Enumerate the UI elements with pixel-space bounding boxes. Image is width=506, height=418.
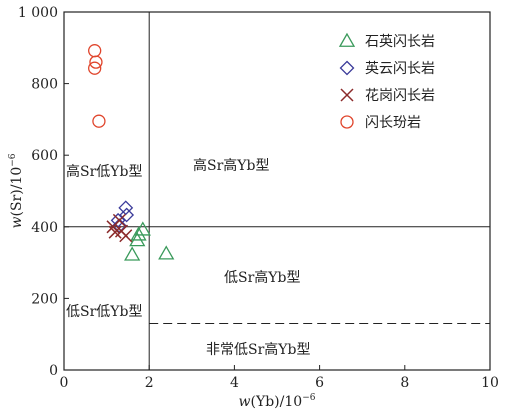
x-axis-title: w(Yb)/10−6 — [239, 393, 316, 410]
x-tick-label: 6 — [315, 375, 324, 391]
axis-ticks — [63, 11, 491, 371]
legend-marker-x — [340, 88, 354, 102]
data-point-x — [112, 213, 126, 227]
legend-label: 石英闪长岩 — [365, 33, 435, 50]
data-point-diamond — [119, 207, 135, 223]
y-tick-label: 0 — [49, 363, 58, 379]
y-axis-title: w(Sr)/10−6 — [8, 153, 25, 228]
data-points — [88, 44, 175, 261]
data-point-circle — [89, 55, 103, 69]
region-label-low-sr-high-yb: 低Sr高Yb型 — [224, 269, 301, 286]
region-label-very-low-sr-high-yb: 非常低Sr高Yb型 — [206, 341, 311, 358]
data-point-triangle — [130, 226, 147, 241]
legend-label: 英云闪长岩 — [365, 60, 435, 77]
data-point-x — [119, 229, 133, 243]
boundary-lines — [64, 12, 490, 370]
y-tick-label: 800 — [31, 77, 58, 93]
y-tick-label: 400 — [31, 220, 58, 236]
legend-marker-triangle — [338, 32, 356, 47]
region-label-high-sr-high-yb: 高Sr高Yb型 — [193, 157, 270, 174]
y-tick-label: 200 — [31, 291, 58, 307]
y-tick-label: 1 000 — [18, 5, 58, 21]
x-tick-label: 10 — [481, 375, 499, 391]
x-tick-label: 8 — [400, 375, 409, 391]
data-point-triangle — [158, 245, 175, 260]
axis-tick-labels: 0 2 4 6 8 10 0 200 400 600 800 1 000 — [18, 5, 499, 391]
legend-marker-circle — [340, 115, 354, 129]
legend-label: 闪长玢岩 — [365, 115, 421, 131]
data-point-x — [108, 225, 122, 239]
data-point-circle — [88, 44, 102, 58]
data-point-triangle — [124, 246, 141, 261]
legend-marker-diamond — [339, 60, 355, 76]
region-label-low-sr-low-yb: 低Sr低Yb型 — [66, 304, 143, 320]
legend-label: 花岗闪长岩 — [365, 88, 435, 104]
x-tick-label: 0 — [60, 375, 69, 391]
data-point-diamond — [118, 200, 134, 216]
x-tick-label: 4 — [230, 375, 239, 391]
data-point-triangle — [129, 232, 146, 247]
y-tick-label: 600 — [31, 148, 58, 164]
region-label-high-sr-low-yb: 高Sr低Yb型 — [66, 163, 143, 180]
x-tick-label: 2 — [145, 375, 154, 391]
data-point-circle — [88, 61, 102, 75]
plot-frame — [63, 11, 491, 371]
data-point-circle — [92, 114, 106, 128]
